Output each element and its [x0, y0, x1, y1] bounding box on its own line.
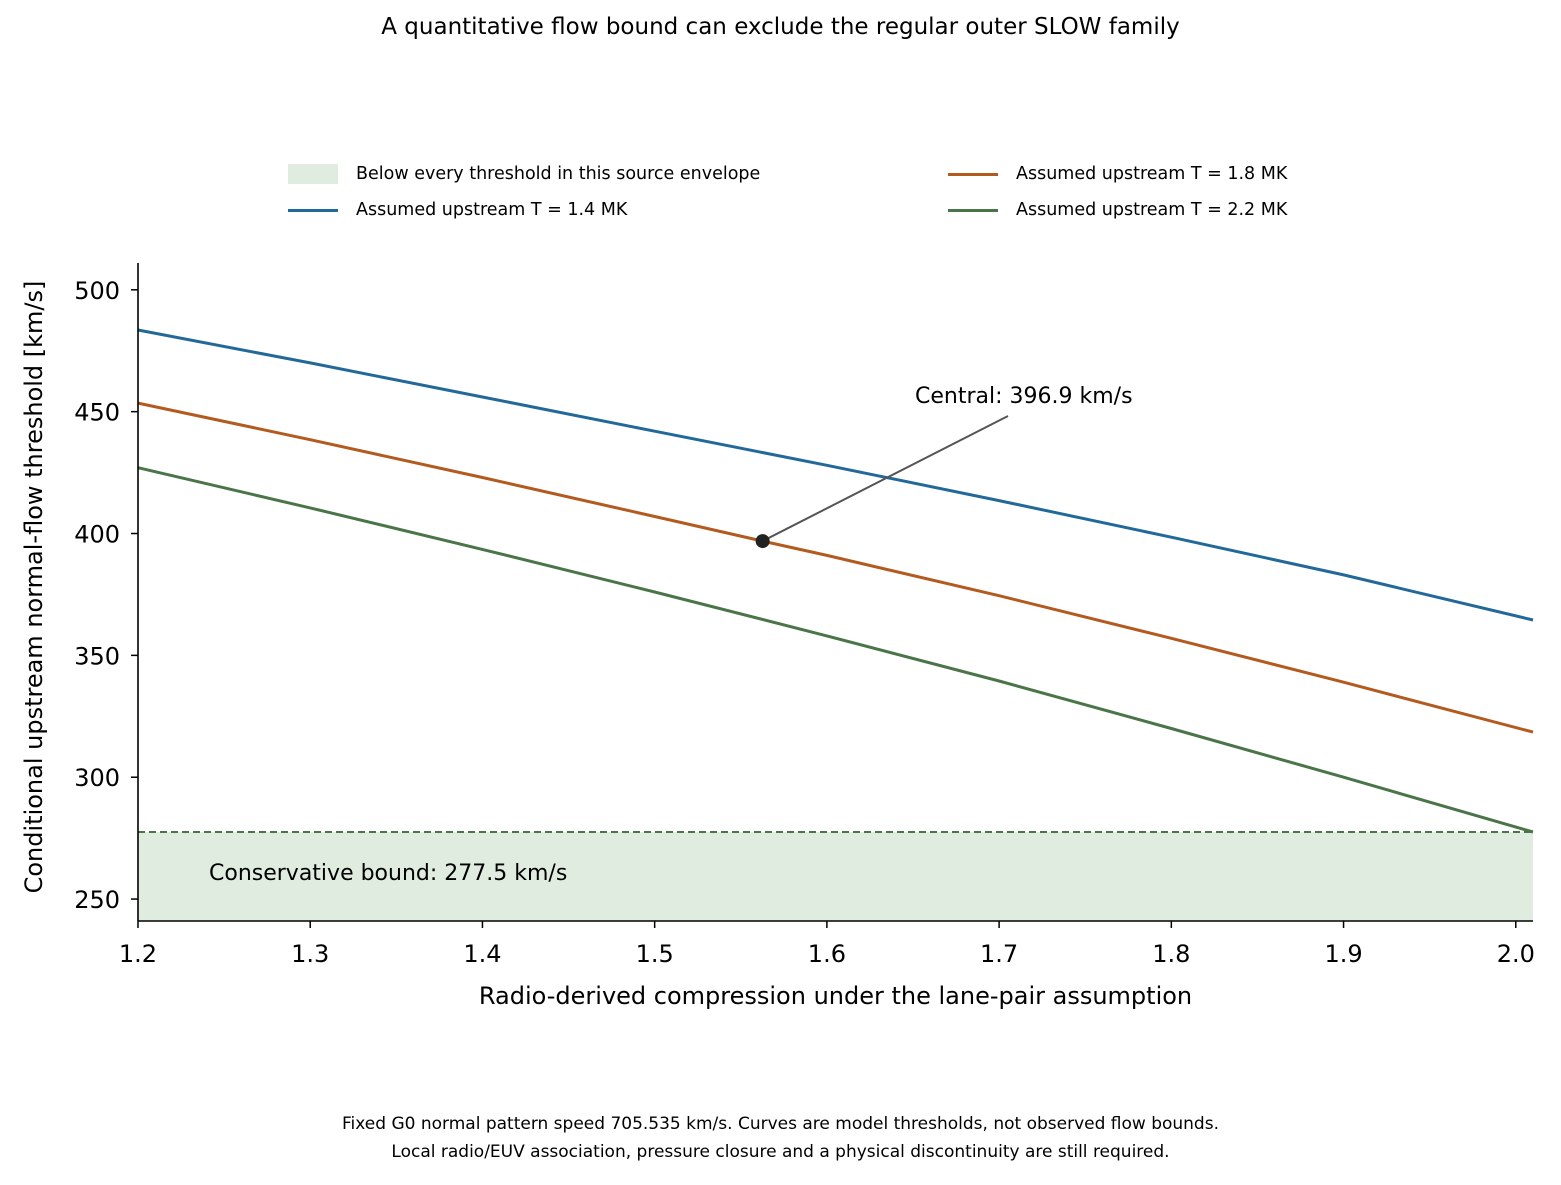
central-annotation-label: Central: 396.9 km/s [915, 384, 1133, 409]
legend-line-t14 [288, 208, 338, 212]
chart-title: A quantitative flow bound can exclude th… [381, 14, 1180, 40]
caption-line-1: Fixed G0 normal pattern speed 705.535 km… [342, 1114, 1219, 1134]
x-tick-label: 1.5 [636, 940, 674, 968]
legend: Below every threshold in this source env… [280, 154, 1400, 234]
legend-label-t14: Assumed upstream T = 1.4 MK [356, 200, 628, 220]
caption-line-2: Local radio/EUV association, pressure cl… [391, 1142, 1170, 1162]
x-axis-label: Radio-derived compression under the lane… [479, 982, 1192, 1010]
legend-item-band: Below every threshold in this source env… [288, 159, 760, 189]
y-axis-label: Conditional upstream normal-flow thresho… [20, 281, 48, 894]
y-tick-label: 250 [74, 886, 120, 914]
legend-item-t18: Assumed upstream T = 1.8 MK [948, 159, 1287, 189]
y-tick-label: 500 [74, 277, 120, 305]
x-tick-label: 1.3 [291, 940, 329, 968]
legend-line-t18 [948, 172, 998, 176]
legend-label-t18: Assumed upstream T = 1.8 MK [1016, 164, 1288, 184]
legend-label-t22: Assumed upstream T = 2.2 MK [1016, 200, 1288, 220]
series-line-2 [137, 466, 1534, 834]
central-point [755, 534, 770, 549]
envelope-band [138, 832, 1533, 921]
y-tick-label: 300 [74, 764, 120, 792]
x-tick-label: 1.8 [1152, 940, 1190, 968]
x-tick-label: 1.9 [1324, 940, 1362, 968]
x-tick-label: 1.7 [980, 940, 1018, 968]
x-tick-label: 1.2 [119, 940, 157, 968]
x-tick-label: 1.4 [463, 940, 501, 968]
legend-line-t22 [948, 208, 998, 212]
series-line-0 [137, 328, 1534, 622]
legend-item-t14: Assumed upstream T = 1.4 MK [288, 195, 627, 225]
x-tick-label: 2.0 [1497, 940, 1535, 968]
central-annotation-arrow [762, 415, 1009, 542]
legend-swatch-band [288, 164, 338, 184]
x-tick-label: 1.6 [808, 940, 846, 968]
caption: Fixed G0 normal pattern speed 705.535 km… [0, 1110, 1561, 1166]
y-tick-label: 450 [74, 399, 120, 427]
y-tick-label: 400 [74, 521, 120, 549]
legend-item-t22: Assumed upstream T = 2.2 MK [948, 195, 1287, 225]
series-line-1 [137, 401, 1534, 734]
y-tick-label: 350 [74, 642, 120, 670]
legend-label-band: Below every threshold in this source env… [356, 164, 761, 184]
conservative-annotation-label: Conservative bound: 277.5 km/s [209, 861, 567, 886]
